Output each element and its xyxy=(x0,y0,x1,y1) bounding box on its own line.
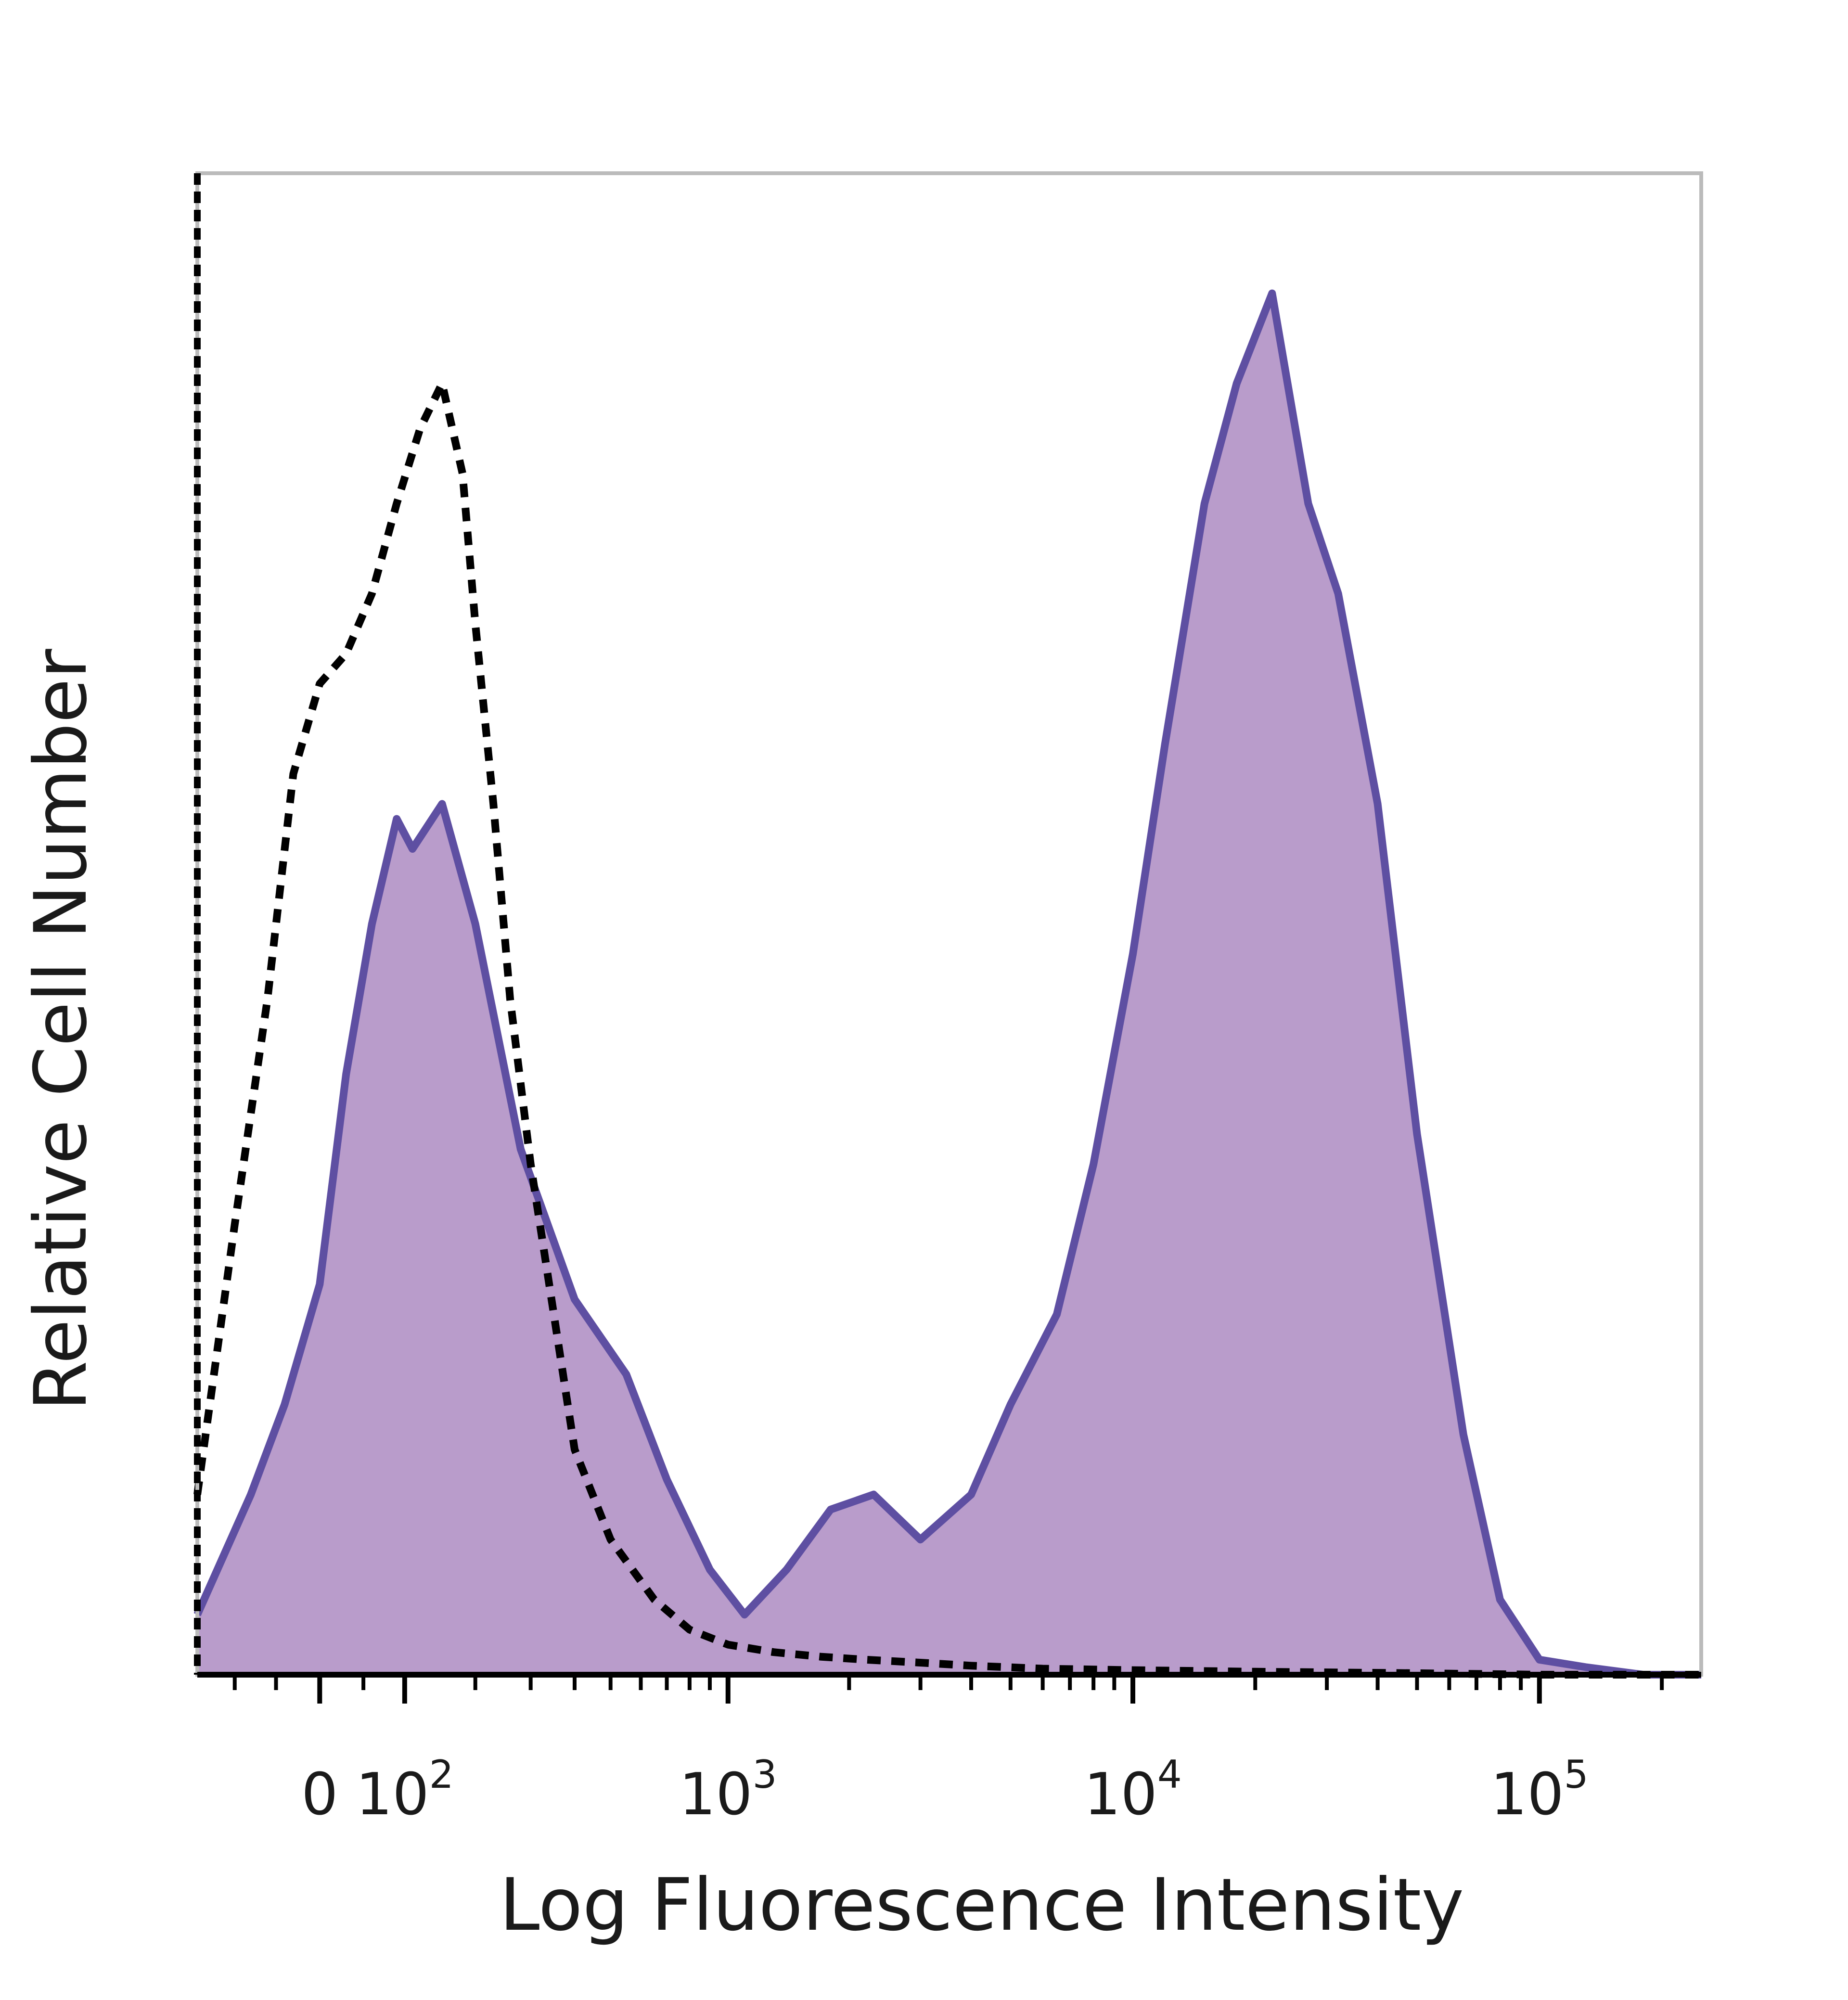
series-layer xyxy=(193,289,1701,1679)
x-tick-label: 103 xyxy=(679,1752,777,1828)
x-axis-title: Log Fluorescence Intensity xyxy=(500,1863,1464,1947)
x-tick-label: 102 xyxy=(356,1752,454,1828)
x-axis-ticks: 0 102 103 104 105 xyxy=(232,1675,1664,1828)
stained-line xyxy=(193,289,1701,1679)
x-tick-label: 105 xyxy=(1490,1752,1589,1828)
x-tick-label: 104 xyxy=(1084,1752,1182,1828)
y-axis-title: Relative Cell Number xyxy=(19,649,103,1411)
stained-area xyxy=(197,293,1701,1675)
x-tick-label: 0 xyxy=(301,1761,338,1828)
control-line xyxy=(193,379,1701,1679)
